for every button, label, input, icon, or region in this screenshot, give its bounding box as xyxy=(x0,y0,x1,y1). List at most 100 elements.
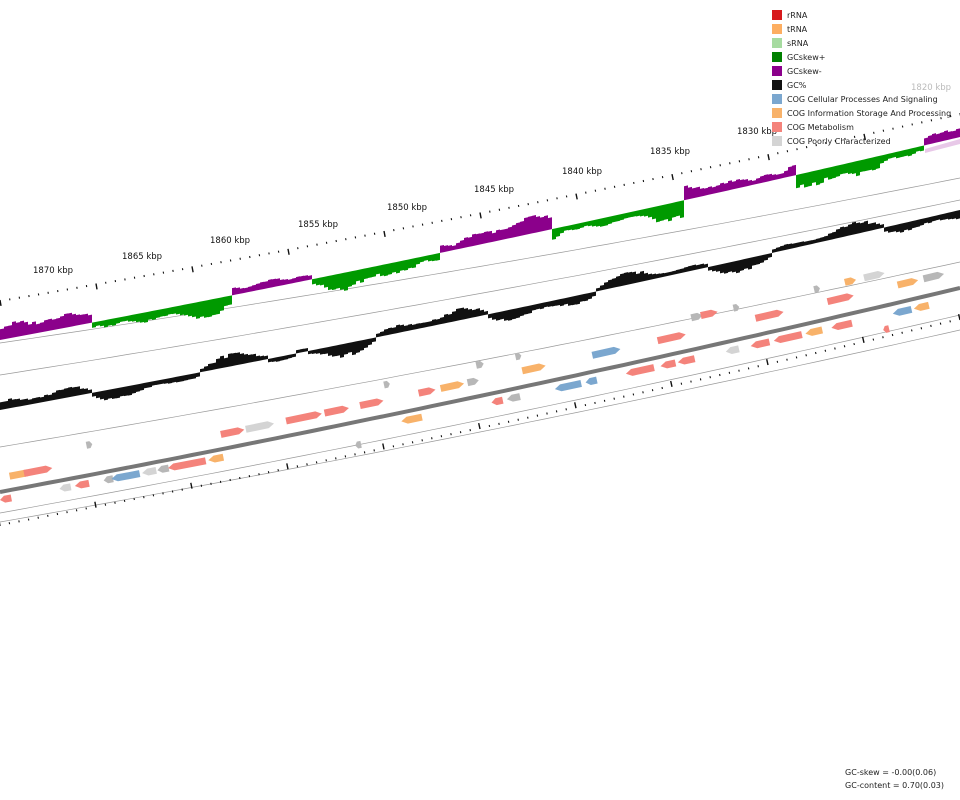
gc-content-bar xyxy=(340,343,344,358)
feature-gene-reverse xyxy=(59,483,72,492)
gc-skew-bar xyxy=(764,174,768,183)
gc-skew-bar xyxy=(784,170,788,178)
gc-content-bar xyxy=(68,386,72,398)
gc-skew-bar xyxy=(640,209,644,217)
gc-skew-bar xyxy=(284,278,288,285)
gc-skew-bar xyxy=(776,173,780,180)
gc-content-bar xyxy=(604,281,608,290)
gc-content-bar xyxy=(848,223,852,236)
feature-gene-reverse xyxy=(750,338,771,349)
feature-gene-forward xyxy=(521,363,546,375)
gc-content-bar xyxy=(360,339,364,351)
gc-skew-bar xyxy=(404,259,408,271)
gc-skew-bar-faded xyxy=(925,139,960,153)
gc-content-bar xyxy=(564,297,568,305)
gc-content-bar xyxy=(592,291,596,297)
gc-content-bar xyxy=(780,245,784,252)
gc-skew-bar xyxy=(80,314,84,325)
feature-gene-forward xyxy=(383,380,390,389)
gc-skew-bar xyxy=(168,307,172,315)
position-tick xyxy=(767,154,770,161)
gc-content-bar xyxy=(348,342,352,353)
feature-gene-reverse xyxy=(554,380,582,392)
gc-content-bar xyxy=(52,392,56,401)
gc-skew-bar xyxy=(780,173,784,179)
gc-skew-bar xyxy=(564,225,568,231)
gc-skew-bar xyxy=(684,185,688,201)
track-guide-line xyxy=(0,261,960,448)
gc-content-bar xyxy=(512,308,516,320)
gc-content-bar xyxy=(672,270,676,276)
gc-content-bar xyxy=(952,210,956,220)
gc-content-bar xyxy=(628,271,632,285)
feature-gene-forward xyxy=(245,421,275,433)
track-guide-line xyxy=(0,314,960,514)
gc-content-bar xyxy=(376,333,380,338)
backbone-line xyxy=(0,286,960,494)
feature-gene-forward xyxy=(591,346,621,359)
position-tick xyxy=(863,133,866,140)
gc-skew-bar xyxy=(648,207,652,218)
gc-skew-bar xyxy=(500,229,504,241)
gc-content-bar xyxy=(924,217,928,224)
gc-skew-bar xyxy=(864,158,868,172)
gc-skew-bar xyxy=(800,173,804,186)
feature-gene-reverse xyxy=(625,364,655,376)
gc-skew-bar xyxy=(148,311,152,320)
track-guide-line xyxy=(0,329,960,523)
gc-skew-bar xyxy=(632,210,636,218)
gc-content-bar xyxy=(612,278,616,289)
gc-skew-bar xyxy=(396,261,400,274)
gc-content-bar xyxy=(900,222,904,233)
gc-content-bar xyxy=(64,387,68,399)
gc-content-bar xyxy=(532,304,536,311)
gc-content-bar xyxy=(956,210,960,220)
gc-skew-bar xyxy=(588,220,592,227)
gc-content-bar xyxy=(732,260,736,273)
gc-content-bar xyxy=(156,380,160,386)
position-tick xyxy=(671,173,674,181)
gc-skew-bar xyxy=(748,179,752,186)
feature-track xyxy=(0,271,945,503)
feature-gene-forward xyxy=(323,405,349,417)
gc-content-bar xyxy=(840,226,844,238)
gc-content-bar xyxy=(436,318,440,326)
gc-content-bar xyxy=(280,355,284,361)
gc-content-bar xyxy=(708,266,712,271)
gc-content-bar xyxy=(324,347,328,355)
gc-content-bar xyxy=(584,293,588,302)
gc-content-bar xyxy=(824,235,828,242)
legend-item: tRNA xyxy=(772,22,960,36)
legend-label: COG Poorly Characterized xyxy=(787,136,891,146)
gc-content-bar xyxy=(440,317,444,325)
gc-skew-bar xyxy=(660,204,664,222)
feature-gene-forward xyxy=(813,285,820,294)
gc-content-bar xyxy=(704,263,708,269)
feature-gene-forward xyxy=(656,332,686,345)
track-guide-line xyxy=(0,177,960,344)
gc-content-bar xyxy=(400,324,404,333)
gc-content-bar xyxy=(496,311,500,321)
gc-skew-bar xyxy=(100,320,104,327)
gc-content-bar xyxy=(792,242,796,249)
legend-swatch xyxy=(772,136,782,146)
gc-skew-bar xyxy=(152,310,156,320)
gc-skew-bar xyxy=(200,300,204,318)
feature-gene-reverse xyxy=(506,393,521,402)
feature-gene-forward xyxy=(220,427,245,438)
feature-gene-reverse xyxy=(157,464,170,473)
gc-content-bar xyxy=(220,355,224,369)
gc-content-bar xyxy=(528,305,532,314)
gc-skew-bar xyxy=(392,262,396,273)
gc-content-bar xyxy=(896,223,900,233)
gc-content-bar xyxy=(132,384,136,394)
legend-swatch xyxy=(772,38,782,48)
gc-content-bar xyxy=(912,220,916,229)
gc-skew-bar xyxy=(816,169,820,186)
gc-skew-bar xyxy=(348,271,352,287)
gc-content-bar xyxy=(796,242,800,248)
gc-skew-bar xyxy=(696,186,700,198)
gc-content-bar xyxy=(356,340,360,353)
gc-content-bar xyxy=(284,355,288,360)
gc-skew-bar xyxy=(424,255,428,261)
